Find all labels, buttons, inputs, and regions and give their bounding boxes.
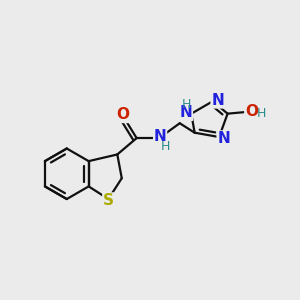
Text: N: N	[217, 131, 230, 146]
Text: N: N	[154, 129, 166, 144]
Text: H: H	[256, 107, 266, 120]
Text: H: H	[161, 140, 170, 153]
Text: S: S	[103, 193, 114, 208]
Text: H: H	[181, 98, 190, 111]
Text: O: O	[245, 104, 258, 119]
Text: O: O	[117, 107, 130, 122]
Text: N: N	[180, 105, 192, 120]
Text: N: N	[211, 93, 224, 108]
